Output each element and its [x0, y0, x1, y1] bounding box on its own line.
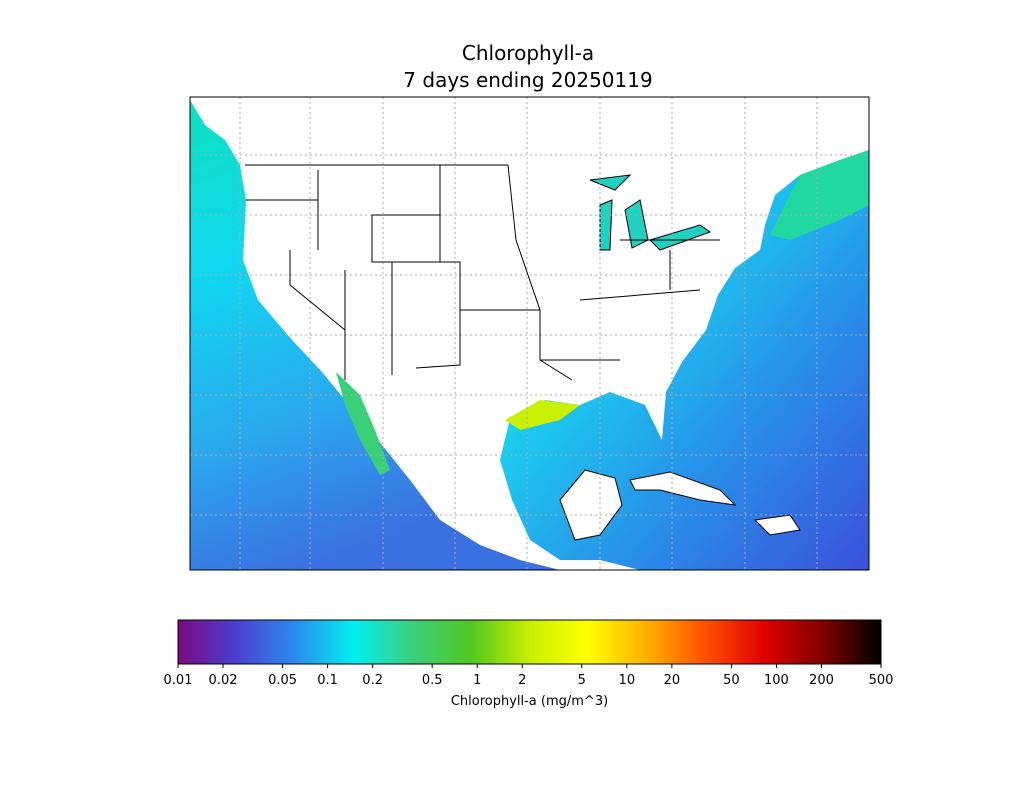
colorbar-tick-label: 0.05 — [268, 673, 297, 688]
colorbar-tick-label: 200 — [809, 673, 834, 688]
colorbar-tick-label: 50 — [723, 673, 740, 688]
colorbar-tick-label: 0.1 — [317, 673, 338, 688]
colorbar-tick-label: 20 — [664, 673, 681, 688]
borders — [245, 164, 720, 381]
map — [189, 96, 870, 571]
yucatan — [559, 469, 623, 541]
graticule — [190, 97, 869, 570]
gulf-coast-bloom — [505, 400, 580, 430]
colorbar-tick-label: 0.2 — [362, 673, 383, 688]
hispaniola — [753, 514, 801, 536]
colorbar-tick-label: 0.01 — [164, 673, 193, 688]
colorbar-tick-label: 100 — [764, 673, 789, 688]
colorbar — [177, 619, 882, 665]
gulf-of-california — [336, 372, 390, 475]
colorbar-tick-label: 2 — [518, 673, 526, 688]
title: Chlorophyll-a — [462, 41, 594, 65]
colorbar-label: Chlorophyll-a (mg/m^3) — [451, 694, 608, 709]
gulf-of-maine — [770, 150, 869, 240]
pacific-ocean — [190, 100, 560, 570]
colorbar-tick-label: 500 — [869, 673, 894, 688]
colorbar-tick-label: 1 — [473, 673, 481, 688]
cuba — [629, 471, 737, 506]
colorbar-tick-label: 0.5 — [422, 673, 443, 688]
colorbar-tick-label: 5 — [578, 673, 586, 688]
map-frame — [189, 96, 870, 571]
subtitle: 7 days ending 20250119 — [403, 68, 652, 92]
colorbar-tick-label: 0.02 — [209, 673, 238, 688]
colorbar-tick-label: 10 — [619, 673, 636, 688]
atlantic-ocean — [500, 150, 869, 570]
